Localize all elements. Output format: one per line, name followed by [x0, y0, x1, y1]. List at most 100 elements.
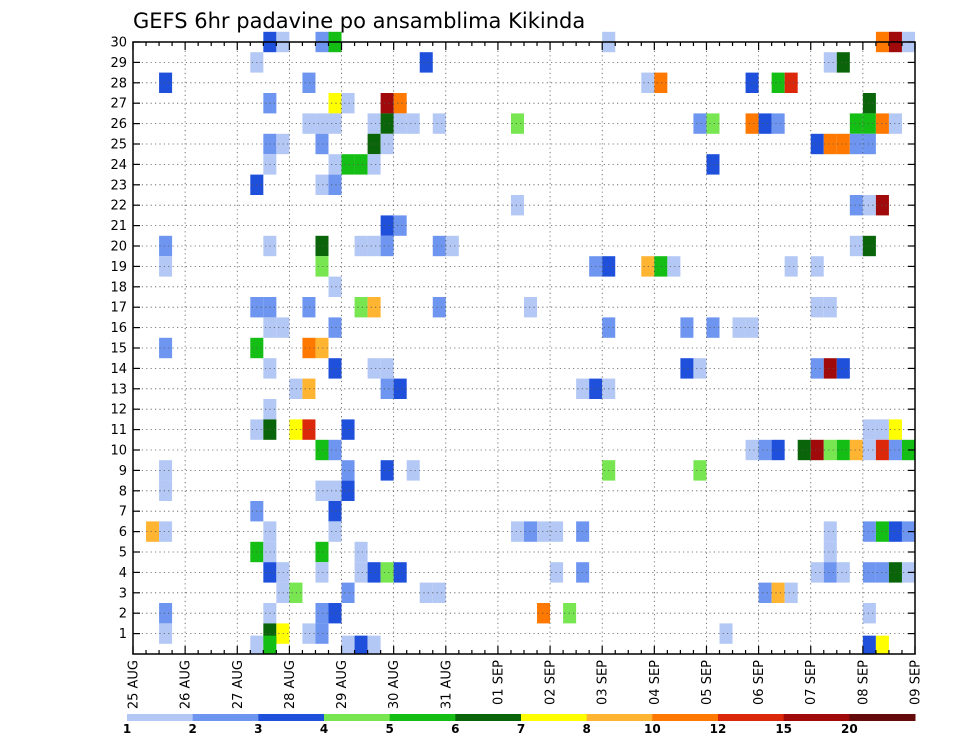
heatmap-cell: [823, 521, 837, 542]
y-tick-label: 9: [119, 464, 127, 479]
y-tick-label: 20: [110, 240, 127, 255]
heatmap-cell: [159, 603, 173, 624]
heatmap-cell: [328, 603, 342, 624]
x-axis: 25 AUG 26 AUG 27 AUG 28 AUG 29 AUG 30 AUG 31 A…: [127, 42, 924, 709]
colorbar-swatch: [324, 714, 391, 721]
heatmap-cell: [836, 133, 850, 155]
heatmap-cell: [393, 378, 407, 399]
heatmap-cell: [810, 297, 824, 318]
heatmap-cell: [159, 235, 173, 257]
heatmap-cell: [432, 235, 446, 257]
x-tick-label: 05 SEP: [700, 660, 715, 705]
heatmap-cell: [537, 603, 551, 624]
colorbar-swatch: [849, 714, 916, 721]
y-tick-label: 7: [119, 505, 127, 520]
x-tick-label: 27 AUG: [231, 660, 246, 709]
heatmap-cell: [823, 52, 837, 73]
y-tick-label: 12: [110, 403, 127, 418]
colorbar-swatch: [652, 714, 719, 721]
heatmap-cell: [875, 113, 889, 134]
y-tick-label: 3: [119, 586, 127, 601]
heatmap-cell: [367, 133, 381, 155]
x-tick-label: 03 SEP: [596, 660, 611, 705]
colorbar-tick-label: 5: [385, 722, 393, 736]
heatmap-cell: [706, 317, 720, 338]
colorbar-swatch: [389, 714, 456, 721]
heatmap-cell: [823, 297, 837, 318]
heatmap-cell: [732, 317, 746, 338]
colorbar-tick-label: 8: [582, 722, 590, 736]
colorbar-tick-label: 3: [254, 722, 262, 736]
chart-title: GEFS 6hr padavine po ansamblima Kikinda: [133, 9, 585, 33]
heatmap-cell: [367, 635, 381, 654]
heatmap-cell: [862, 419, 876, 440]
heatmap-cell: [797, 439, 811, 461]
heatmap-cell: [849, 235, 863, 257]
heatmap-cell: [315, 337, 329, 359]
heatmap-cell: [862, 133, 876, 155]
x-tick-label: 28 AUG: [283, 660, 298, 709]
heatmap-cell: [328, 317, 342, 338]
heatmap-cell: [315, 603, 329, 624]
x-tick-label: 02 SEP: [544, 660, 559, 705]
heatmap-cell: [771, 113, 785, 134]
heatmap-cell: [393, 93, 407, 114]
y-tick-label: 18: [110, 280, 127, 295]
x-tick-label: 08 SEP: [856, 660, 871, 705]
colorbar-swatch: [586, 714, 653, 721]
heatmap-cell: [380, 133, 394, 155]
heatmap-cell: [862, 521, 876, 542]
heatmap-cell: [302, 623, 316, 644]
colorbar-tick-label: 1: [123, 722, 131, 736]
colorbar-swatch: [192, 714, 259, 721]
heatmap-cell: [380, 562, 394, 583]
heatmap-cell: [432, 582, 446, 603]
heatmap-cell: [810, 562, 824, 583]
heatmap-cell: [862, 195, 876, 216]
heatmap-cell: [745, 317, 759, 338]
heatmap-cell: [380, 460, 394, 481]
heatmap-cell: [510, 113, 524, 134]
x-tick-label: 25 AUG: [127, 660, 142, 709]
x-tick-label: 30 AUG: [387, 660, 402, 709]
heatmap-cell: [680, 358, 694, 379]
heatmap-cell: [367, 297, 381, 318]
heatmap-cell: [341, 154, 355, 175]
heatmap-cell: [315, 113, 329, 134]
heatmap-cell: [862, 635, 876, 654]
heatmap-cell: [771, 439, 785, 461]
heatmap-cell: [328, 93, 342, 114]
heatmap-cell: [862, 603, 876, 624]
heatmap-cell: [524, 521, 538, 542]
colorbar-tick-label: 4: [320, 722, 328, 736]
heatmap-cell: [328, 358, 342, 379]
heatmap-cell: [537, 521, 551, 542]
colorbar-swatch: [258, 714, 325, 721]
heatmap-cell: [810, 133, 824, 155]
heatmap-cell: [445, 235, 459, 257]
heatmap-cell: [328, 113, 342, 134]
y-tick-label: 28: [110, 76, 127, 91]
heatmap-cell: [836, 358, 850, 379]
x-tick-label: 26 AUG: [179, 660, 194, 709]
heatmap-cell: [888, 419, 902, 440]
y-tick-label: 4: [119, 566, 127, 581]
y-tick-label: 8: [119, 484, 127, 499]
heatmap-cell: [406, 460, 420, 481]
heatmap-cell: [810, 358, 824, 379]
y-tick-label: 10: [110, 444, 127, 459]
heatmap-cell: [367, 235, 381, 257]
y-tick-label: 16: [110, 321, 127, 336]
heatmap-cell: [823, 358, 837, 379]
y-axis: 1234567891011121314151617181920212223242…: [110, 36, 915, 642]
heatmap-cell: [393, 113, 407, 134]
y-tick-label: 22: [110, 199, 127, 214]
x-tick-label: 06 SEP: [752, 660, 767, 705]
heatmap-cell: [510, 195, 524, 216]
heatmap-cell: [849, 113, 863, 134]
heatmap-cell: [888, 439, 902, 461]
heatmap-cell: [250, 635, 264, 654]
x-tick-label: 01 SEP: [491, 660, 506, 705]
heatmap-cell: [380, 113, 394, 134]
